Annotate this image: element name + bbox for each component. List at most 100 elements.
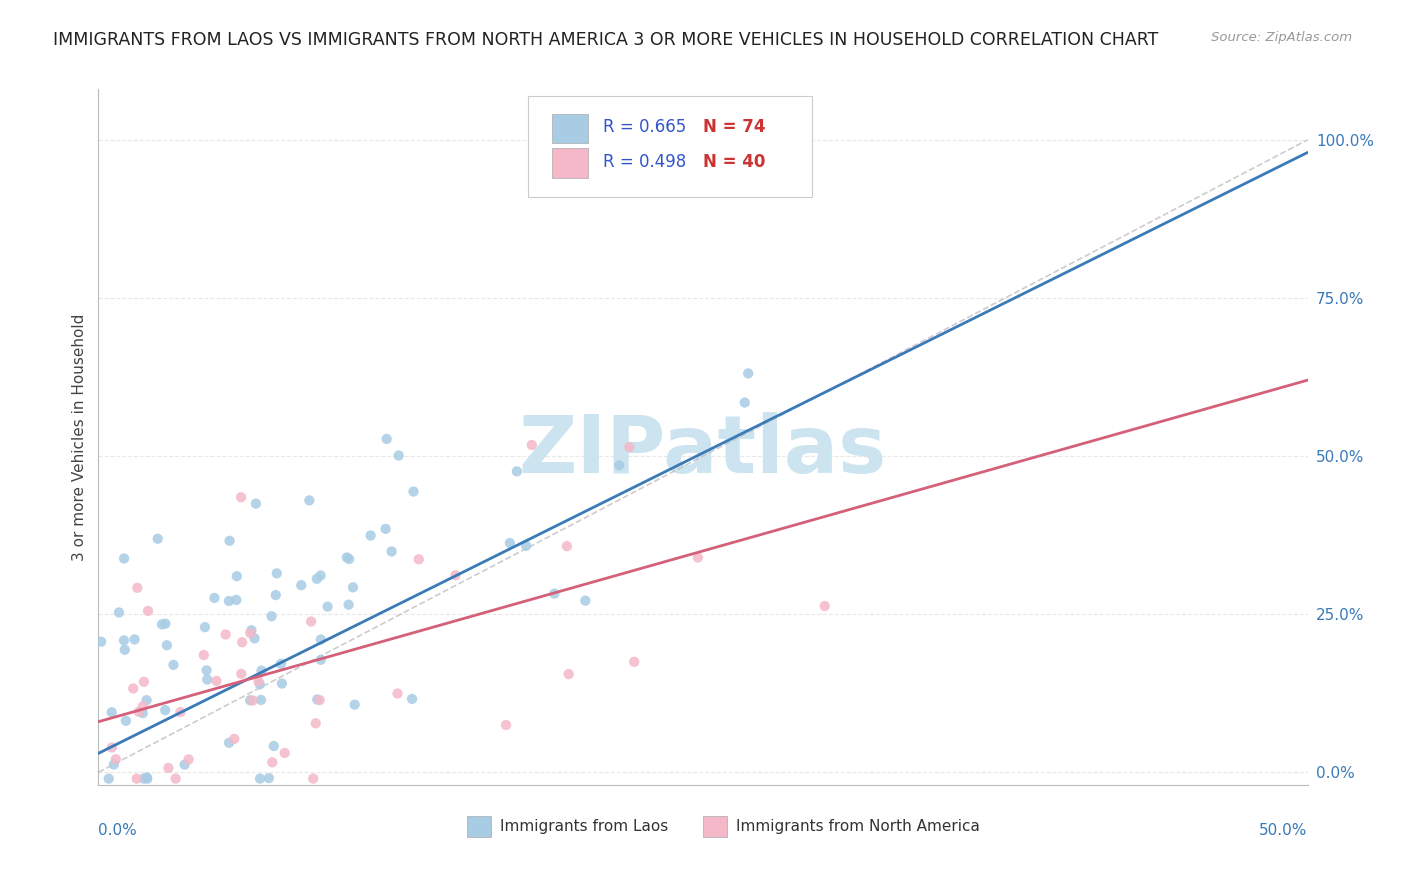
Point xyxy=(520,438,543,452)
Point xyxy=(506,464,529,478)
Point xyxy=(132,699,155,714)
Point xyxy=(173,757,195,772)
Point xyxy=(204,591,226,605)
Point xyxy=(309,632,332,647)
Point xyxy=(271,676,294,690)
Point xyxy=(401,692,423,706)
Point xyxy=(90,634,112,648)
Point xyxy=(218,594,240,608)
Point xyxy=(387,686,409,700)
Point xyxy=(686,550,709,565)
Point xyxy=(114,714,136,728)
Point xyxy=(557,667,579,681)
Point xyxy=(737,367,759,381)
Bar xyxy=(551,148,588,178)
Text: N = 40: N = 40 xyxy=(703,153,765,171)
Point xyxy=(229,490,252,504)
Point xyxy=(225,569,247,583)
Point xyxy=(132,772,155,786)
Text: 0.0%: 0.0% xyxy=(98,823,138,838)
FancyBboxPatch shape xyxy=(527,96,811,197)
Text: R = 0.665: R = 0.665 xyxy=(603,119,686,136)
Point xyxy=(375,432,398,446)
Point xyxy=(128,705,150,719)
Point xyxy=(408,552,430,566)
Point xyxy=(337,552,360,566)
Point xyxy=(104,752,127,766)
Point xyxy=(555,539,578,553)
Point xyxy=(127,581,149,595)
Point xyxy=(239,693,262,707)
Point xyxy=(193,648,215,662)
Point xyxy=(298,493,321,508)
Point xyxy=(136,772,159,786)
Point xyxy=(337,598,360,612)
Point xyxy=(240,624,263,638)
Point xyxy=(245,497,267,511)
Point xyxy=(194,620,217,634)
Point xyxy=(165,772,187,786)
Point xyxy=(177,752,200,766)
Point xyxy=(132,674,155,689)
Point xyxy=(307,692,329,706)
Point xyxy=(169,705,191,719)
Point xyxy=(264,588,287,602)
Point xyxy=(388,449,411,463)
Point xyxy=(103,757,125,772)
Point xyxy=(155,616,177,631)
Point xyxy=(342,580,364,594)
Point xyxy=(515,539,537,553)
Point xyxy=(231,666,253,681)
Point xyxy=(100,706,122,720)
Point xyxy=(381,544,404,558)
Bar xyxy=(467,816,492,837)
Point xyxy=(195,673,218,687)
Point xyxy=(214,627,236,641)
Point xyxy=(607,458,630,473)
Text: R = 0.498: R = 0.498 xyxy=(603,153,686,171)
Point xyxy=(374,522,396,536)
Bar xyxy=(551,113,588,143)
Point xyxy=(619,440,641,454)
Point xyxy=(250,664,273,678)
Point xyxy=(249,677,271,691)
Point xyxy=(309,653,332,667)
Y-axis label: 3 or more Vehicles in Household: 3 or more Vehicles in Household xyxy=(72,313,87,561)
Point xyxy=(150,617,173,632)
Point xyxy=(218,533,240,548)
Point xyxy=(125,772,148,786)
Point xyxy=(263,739,285,753)
Point xyxy=(814,599,837,613)
Point xyxy=(360,528,382,542)
Point xyxy=(157,761,180,775)
Text: IMMIGRANTS FROM LAOS VS IMMIGRANTS FROM NORTH AMERICA 3 OR MORE VEHICLES IN HOUS: IMMIGRANTS FROM LAOS VS IMMIGRANTS FROM … xyxy=(53,31,1159,49)
Point xyxy=(250,693,273,707)
Point xyxy=(305,716,328,731)
Point xyxy=(444,568,467,582)
Point xyxy=(270,657,292,671)
Point xyxy=(266,566,288,581)
Point xyxy=(135,693,157,707)
Point xyxy=(262,756,284,770)
Point xyxy=(402,484,425,499)
Point xyxy=(239,626,262,640)
Point xyxy=(218,736,240,750)
Point xyxy=(290,578,312,592)
Point xyxy=(162,657,184,672)
Point xyxy=(135,771,157,785)
Point xyxy=(124,632,146,647)
Point xyxy=(574,593,596,607)
Point xyxy=(97,772,120,786)
Point xyxy=(495,718,517,732)
Text: ZIPatlas: ZIPatlas xyxy=(519,412,887,490)
Point xyxy=(155,703,177,717)
Point xyxy=(247,674,270,689)
Point xyxy=(309,568,332,582)
Point xyxy=(734,395,756,409)
Point xyxy=(112,633,135,648)
Point xyxy=(146,532,169,546)
Text: N = 74: N = 74 xyxy=(703,119,765,136)
Point xyxy=(249,772,271,786)
Bar xyxy=(703,816,727,837)
Text: Immigrants from Laos: Immigrants from Laos xyxy=(501,819,668,834)
